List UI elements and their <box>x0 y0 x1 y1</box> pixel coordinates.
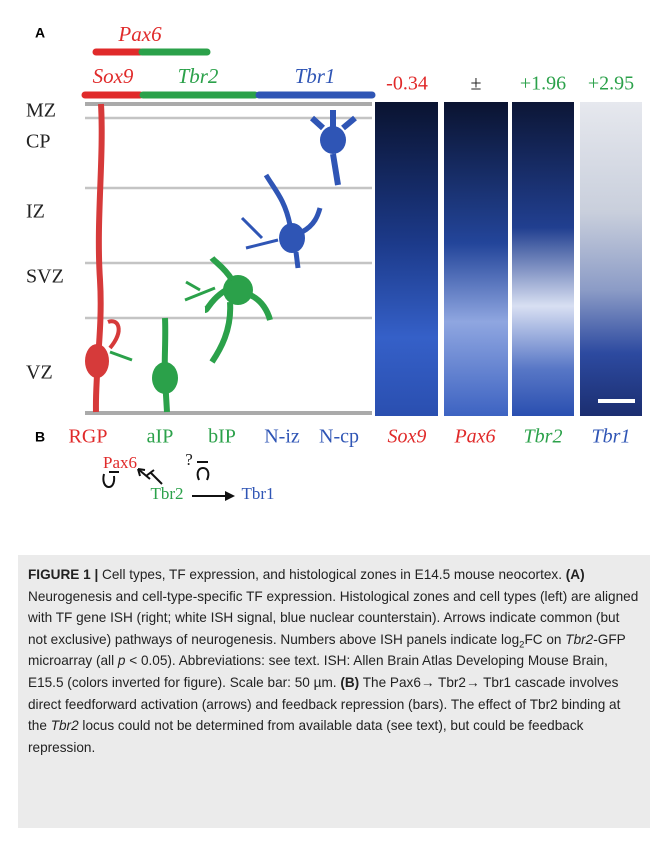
cell-type-label: N-iz <box>264 426 300 448</box>
ish-panel <box>580 102 642 416</box>
tf-label: Tbr2 <box>178 64 219 88</box>
cell-ncp <box>312 110 355 185</box>
log2fc-label: +1.96 <box>520 73 566 95</box>
caption-bold: FIGURE 1 | <box>28 567 98 582</box>
cell-type-label: N-cp <box>319 426 359 448</box>
cell-type-label: RGP <box>69 426 108 448</box>
zone-label: IZ <box>26 201 45 223</box>
zone-label: SVZ <box>26 266 64 288</box>
figure: A Pax6 Sox9 Tbr2 Tbr1 MZ CP IZ SVZ VZ <box>0 0 667 545</box>
panel-label: B <box>35 429 45 445</box>
panel-label: A <box>35 25 45 41</box>
gene-label: Pax6 <box>453 426 495 448</box>
log2fc-label: +2.95 <box>588 73 634 95</box>
cell-bip <box>185 258 270 362</box>
caption-text: locus could not be determined from avail… <box>28 718 583 755</box>
zone-label: VZ <box>26 362 53 384</box>
caption-bold: (B) <box>340 675 359 690</box>
cell-type-label: bIP <box>208 426 236 448</box>
zone-label: MZ <box>26 100 56 122</box>
cascade-unknown: ? <box>185 450 193 469</box>
caption-italic: Tbr2 <box>51 718 79 733</box>
caption-text: FC on <box>524 632 565 647</box>
ish-panel <box>512 102 574 416</box>
caption-bold: (A) <box>566 567 585 582</box>
gene-label: Tbr1 <box>592 426 631 448</box>
cascade-node: Pax6 <box>103 453 137 472</box>
zone-label: CP <box>26 131 50 153</box>
caption: FIGURE 1 | Cell types, TF expression, an… <box>18 555 650 828</box>
caption-text: Cell types, TF expression, and histologi… <box>98 567 565 582</box>
tf-label: Sox9 <box>93 64 134 88</box>
ish-panel <box>444 102 508 416</box>
gene-label: Sox9 <box>388 426 427 448</box>
cell-type-label: aIP <box>147 426 174 448</box>
cascade-node: Tbr2 <box>150 484 183 503</box>
page: {"panel_a": {"label": "A", "pax6_bar_lab… <box>0 0 667 845</box>
cell-aip <box>152 318 178 412</box>
caption-italic: Tbr2 <box>565 632 593 647</box>
tf-label: Pax6 <box>117 22 162 46</box>
cell-rgp <box>85 104 132 412</box>
gene-label: Tbr2 <box>524 426 563 448</box>
log2fc-label: ± <box>471 73 482 95</box>
ish-panel <box>375 102 438 416</box>
arrowhead <box>225 491 235 501</box>
tf-label: Tbr1 <box>295 64 336 88</box>
cascade-node: Tbr1 <box>241 484 274 503</box>
log2fc-label: -0.34 <box>386 73 428 95</box>
